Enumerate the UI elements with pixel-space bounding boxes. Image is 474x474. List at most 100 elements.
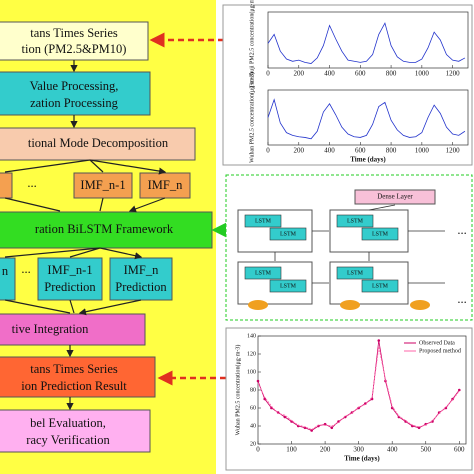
lstm-cell: [336, 214, 374, 228]
data-point: [364, 402, 367, 405]
arrow: [4, 197, 166, 211]
x-tick-label: 400: [324, 70, 335, 78]
panel: [222, 4, 473, 166]
box-text: Prediction: [115, 280, 167, 294]
data-point: [337, 420, 340, 423]
box-text: tans Times Series: [30, 362, 118, 376]
lstm-cell: [361, 227, 399, 241]
dense-label: Dense Layer: [377, 193, 413, 201]
box-text: IMF_n: [124, 263, 159, 277]
box-text: Value Processing,: [30, 79, 119, 93]
x-tick-label: 1200: [446, 70, 461, 78]
x-tick-label: 200: [320, 446, 331, 454]
panel: [225, 327, 473, 471]
series-line: [267, 22, 466, 64]
data-point: [290, 420, 293, 423]
y-axis-label: Wuhan PM2.5 concentration(μg·m-3): [234, 345, 241, 436]
prediction-box: [109, 257, 173, 301]
arrow: [4, 159, 165, 172]
imf-box: [0, 172, 13, 199]
x-tick-label: 400: [387, 446, 398, 454]
integration-box: [0, 313, 146, 346]
result-box: [0, 356, 156, 398]
data-point: [263, 397, 267, 401]
box-text: ration BiLSTM Framework: [35, 222, 174, 236]
data-point: [330, 426, 334, 430]
x-tick-label: 1000: [415, 147, 430, 155]
input-node: [410, 300, 430, 310]
lstm-label: LSTM: [255, 218, 272, 224]
connector: [274, 204, 445, 284]
ellipsis: ...: [27, 176, 36, 190]
y-tick-label: 140: [247, 333, 256, 339]
box-text: tion (PM2.5&PM10): [22, 42, 127, 56]
input-box: [0, 21, 149, 61]
data-point: [411, 424, 414, 428]
x-tick-label: 0: [266, 147, 270, 155]
lstm-cell: [361, 279, 399, 293]
prediction-box: [37, 257, 103, 301]
lstm-label: LSTM: [280, 283, 297, 289]
x-tick-label: 0: [256, 446, 260, 454]
x-tick-label: 100: [286, 446, 297, 454]
box-text: racy Verification: [26, 433, 110, 447]
box-text: IMF_n: [148, 178, 183, 192]
y-tick-label: 40: [250, 423, 256, 429]
lstm-label: LSTM: [372, 231, 389, 237]
x-axis-label: Time (days): [350, 156, 386, 164]
lstm-label: LSTM: [347, 270, 364, 276]
arrow: [4, 247, 141, 257]
framework-box: [0, 211, 213, 249]
box-text: tional Mode Decomposition: [28, 136, 169, 150]
lstm-cell: [269, 279, 307, 293]
box-text: tive Integration: [12, 322, 89, 336]
x-tick-label: 300: [353, 446, 364, 454]
box-text: ion Prediction Result: [21, 379, 127, 393]
x-tick-label: 200: [294, 70, 305, 78]
flowchart: tans Times Series tion (PM2.5&PM10) Valu…: [0, 21, 213, 453]
dense-box: [354, 189, 436, 205]
data-point: [256, 379, 260, 383]
lstm-label: LSTM: [372, 283, 389, 289]
x-tick-label: 800: [386, 70, 397, 78]
y-axis-label: Wuhan PM2.5 concentration(μg·m-3): [248, 72, 255, 163]
bilstm-diagram: Dense Layer LSTM LSTM LSTM LSTM LSTM LSTM LSTM…: [237, 189, 467, 310]
x-tick-label: 0: [266, 70, 270, 78]
input-node: [248, 300, 268, 310]
lstm-cell: [336, 266, 374, 280]
lstm-cell: [269, 227, 307, 241]
arrow: [4, 299, 142, 313]
y-tick-label: 60: [250, 405, 256, 411]
data-point: [457, 388, 461, 392]
box-text: IMF_n-1: [47, 263, 92, 277]
series-line: [267, 98, 466, 140]
legend-label: Proposed method: [419, 348, 461, 354]
x-tick-label: 1000: [415, 70, 430, 78]
x-tick-label: 200: [294, 147, 305, 155]
lstm-label: LSTM: [347, 218, 364, 224]
x-tick-label: 1200: [446, 147, 461, 155]
x-tick-label: 500: [420, 446, 431, 454]
x-axis-label: Time (days): [344, 455, 380, 463]
x-tick-label: 400: [324, 147, 335, 155]
x-tick-label: 600: [454, 446, 465, 454]
data-point: [310, 429, 313, 432]
lstm-cell: [244, 214, 282, 228]
data-point: [357, 406, 360, 410]
ellipsis: ...: [457, 223, 466, 237]
lstm-cell: [244, 266, 282, 280]
box-text: n: [2, 264, 9, 278]
decomposition-box: [0, 127, 196, 161]
data-point: [283, 415, 287, 419]
x-tick-label: 600: [355, 147, 366, 155]
box-text: bel Evaluation,: [30, 416, 106, 430]
legend-label: Observed Data: [419, 340, 455, 346]
x-tick-label: 800: [386, 147, 397, 155]
lstm-label: LSTM: [255, 270, 272, 276]
data-point: [377, 339, 381, 342]
box-text: Prediction: [44, 280, 96, 294]
y-tick-label: 100: [247, 369, 256, 375]
x-tick-label: 600: [355, 70, 366, 78]
ellipsis: ...: [457, 292, 466, 306]
